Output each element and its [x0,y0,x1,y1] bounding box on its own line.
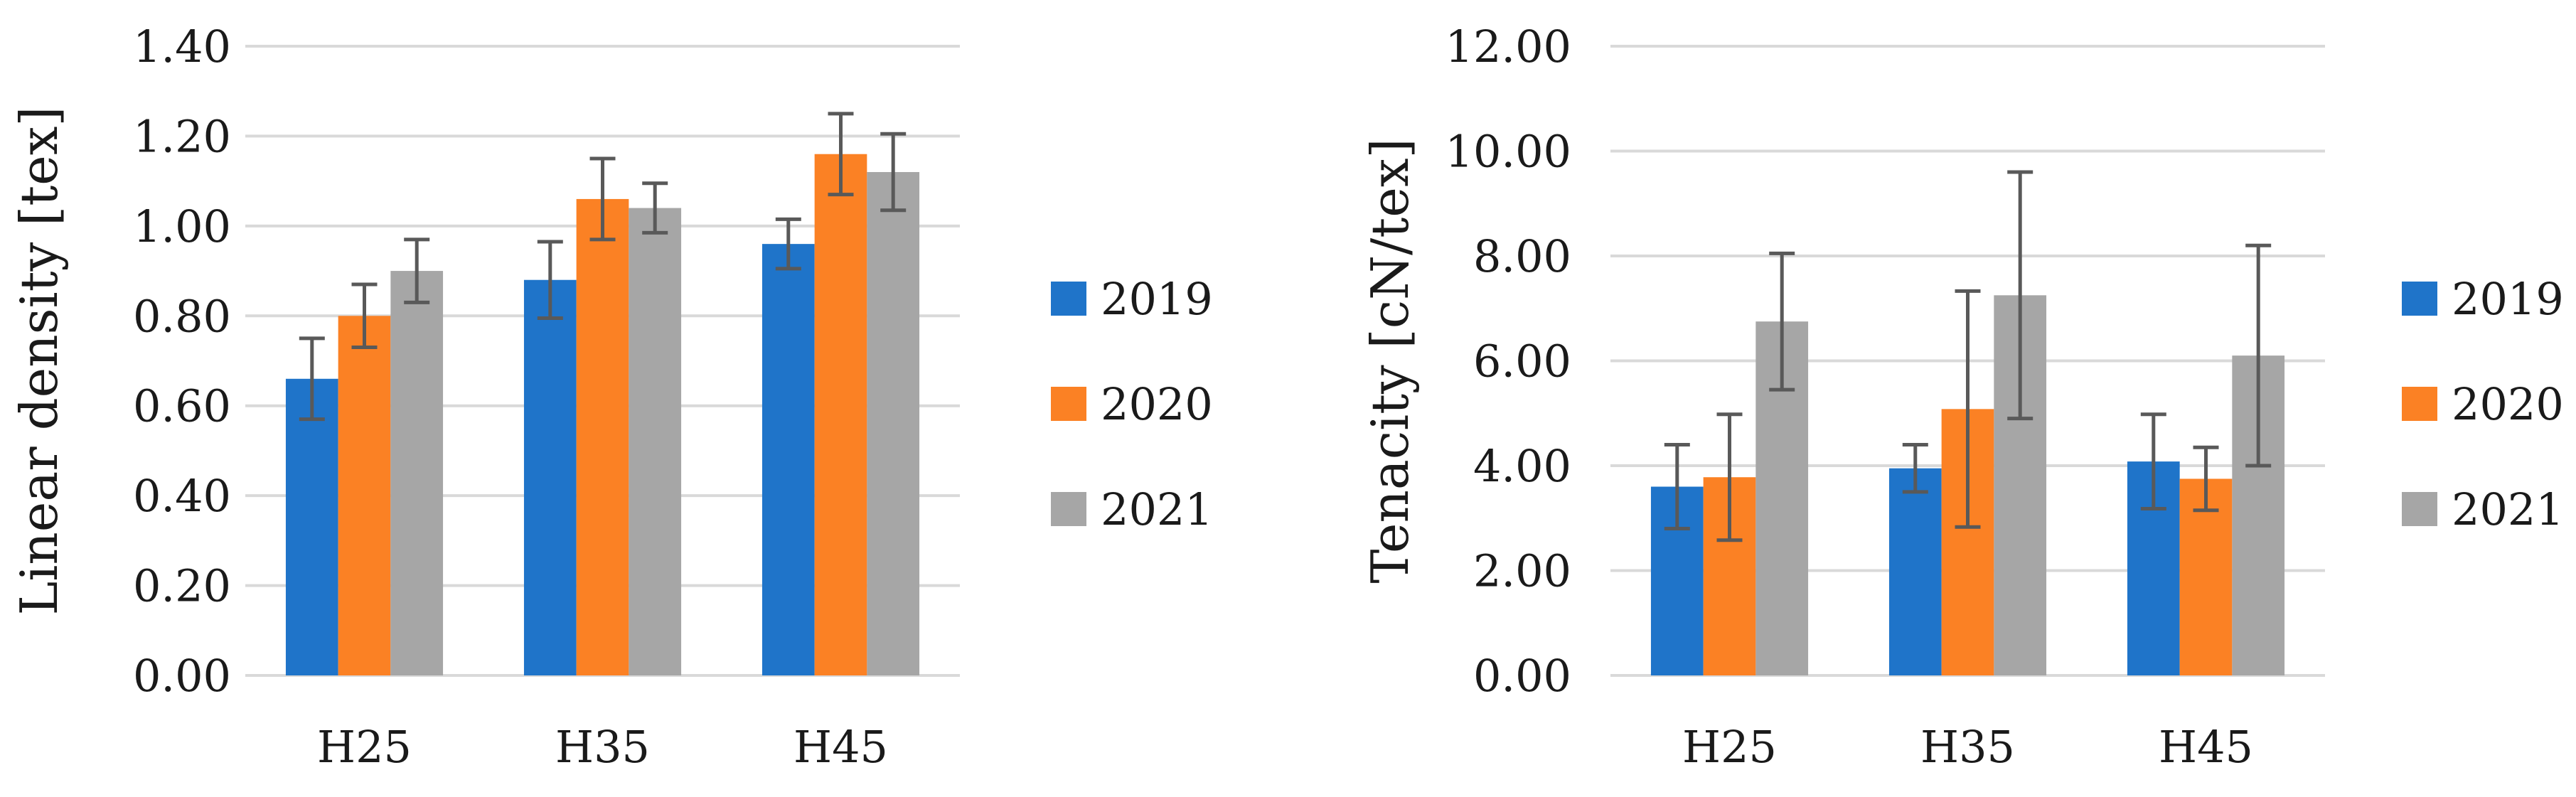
x-category-label: H25 [317,721,412,773]
y-tick-label: 6.00 [1473,336,1571,387]
y-tick-label: 12.00 [1445,21,1572,73]
y-tick-label: 0.20 [133,560,231,612]
y-tick-label: 10.00 [1445,126,1572,178]
bar [576,198,629,675]
y-tick-label: 2.00 [1473,545,1571,597]
y-tick-label: 0.60 [133,380,231,432]
y-tick-label: 1.20 [133,110,231,162]
y-axis-title: Linear density [tex] [9,107,69,616]
bar [285,378,338,675]
y-tick-label: 0.40 [133,470,231,522]
y-tick-label: 0.00 [133,650,231,702]
y-tick-label: 1.00 [133,200,231,252]
legend-swatch [1051,387,1086,421]
legend-label: 2019 [2452,273,2564,325]
legend-swatch [2402,492,2437,526]
y-tick-label: 4.00 [1473,440,1571,492]
bar [814,154,867,675]
bar [338,316,391,675]
legend-label: 2019 [1101,273,1213,325]
y-tick-label: 8.00 [1473,230,1571,282]
x-category-label: H35 [555,721,650,773]
legend-swatch [1051,492,1086,526]
y-tick-label: 0.80 [133,290,231,342]
legend-label: 2021 [1101,483,1213,535]
bar [523,279,577,675]
y-tick-label: 0.00 [1473,650,1571,702]
bar [629,208,682,676]
legend-swatch [1051,282,1086,316]
y-tick-label: 1.40 [133,21,231,73]
x-category-label: H45 [793,721,888,773]
bar [390,271,444,676]
legend-label: 2020 [2452,378,2564,430]
legend-swatch [2402,387,2437,421]
x-category-label: H45 [2159,721,2253,773]
y-axis-title: Tenacity [cN/tex] [1360,138,1420,583]
bar [1888,468,1942,675]
legend-label: 2020 [1101,378,1213,430]
x-category-label: H35 [1920,721,2015,773]
legend-swatch [2402,282,2437,316]
x-category-label: H25 [1682,721,1777,773]
linear-density-chart: 0.00 0.20 0.40 0.60 0.80 1.00 1.20 1.40 Linear d… [9,21,1213,773]
legend-label: 2021 [2452,483,2564,535]
bar [761,244,815,676]
tenacity-chart: 0.00 2.00 4.00 6.00 8.00 10.00 12.00 Tenacity [… [1360,21,2564,773]
bar [867,172,920,675]
